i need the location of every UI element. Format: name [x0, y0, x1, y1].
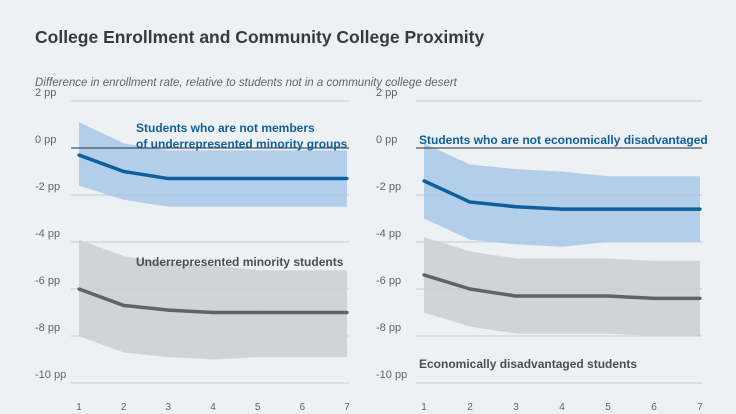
y-tick-label: 0 pp [376, 134, 397, 146]
series-label: Underrepresented minority students [136, 255, 344, 269]
confidence-band-gray [79, 239, 347, 360]
data-point [422, 273, 426, 277]
data-point [468, 200, 472, 204]
data-point [122, 169, 126, 174]
data-point [560, 207, 564, 211]
data-point [77, 287, 81, 291]
data-point [345, 310, 349, 315]
data-point [166, 176, 170, 181]
series-label: Economically disadvantaged students [419, 357, 637, 371]
y-tick-label: -8 pp [35, 322, 60, 334]
data-point [211, 310, 215, 315]
x-tick-label: 2 [121, 402, 127, 413]
data-point [514, 294, 518, 298]
y-tick-label: -2 pp [376, 181, 401, 193]
data-point [422, 179, 426, 183]
x-tick-label: 5 [255, 402, 261, 413]
y-tick-label: -6 pp [35, 275, 60, 287]
y-tick-label: 2 pp [35, 87, 56, 99]
data-point [256, 176, 260, 181]
y-tick-label: -10 pp [35, 369, 66, 381]
x-tick-label: 1 [76, 402, 82, 413]
series-label: Students who are not members [136, 121, 315, 135]
data-point [652, 296, 656, 300]
series-label: of underrepresented minority groups [136, 137, 348, 151]
x-tick-label: 4 [559, 402, 565, 413]
confidence-band-blue [424, 143, 700, 247]
x-tick-label: 6 [651, 402, 657, 413]
y-tick-label: -4 pp [376, 228, 401, 240]
y-tick-label: 0 pp [35, 134, 56, 146]
y-tick-label: -2 pp [35, 181, 60, 193]
x-tick-label: 7 [697, 402, 703, 413]
y-tick-label: -8 pp [376, 322, 401, 334]
data-point [211, 176, 215, 181]
confidence-band-blue [79, 122, 347, 207]
data-point [606, 294, 610, 298]
y-tick-label: -4 pp [35, 228, 60, 240]
data-point [166, 308, 170, 312]
panel-left: 2 pp 0 pp -2 pp -4 pp -6 pp -8 pp -10 pp 1 2 3 4 5 6… [35, 87, 350, 413]
y-tick-label: -10 pp [376, 369, 407, 381]
x-tick-label: 5 [605, 402, 611, 413]
x-tick-label: 3 [166, 402, 172, 413]
confidence-band-gray [424, 237, 700, 336]
data-point [560, 294, 564, 298]
series-label: Students who are not economically disadv… [419, 133, 708, 147]
chart-subtitle: Difference in enrollment rate, relative … [35, 77, 457, 89]
data-point [652, 207, 656, 211]
x-tick-label: 7 [344, 402, 350, 413]
chart-title: College Enrollment and Community College… [35, 27, 485, 47]
x-tick-label: 2 [467, 402, 473, 413]
data-point [606, 207, 610, 211]
data-point [698, 207, 702, 211]
x-tick-label: 6 [300, 402, 306, 413]
x-tick-label: 1 [421, 402, 427, 413]
x-tick-label: 3 [513, 402, 519, 413]
data-point [300, 310, 304, 315]
x-tick-label: 4 [210, 402, 216, 413]
data-point [122, 303, 126, 308]
data-point [345, 176, 349, 181]
data-point [77, 153, 81, 157]
data-point [468, 287, 472, 291]
data-point [300, 176, 304, 181]
data-point [698, 296, 702, 300]
data-point [514, 205, 518, 209]
y-tick-label: -6 pp [376, 275, 401, 287]
data-point [256, 310, 260, 315]
y-tick-label: 2 pp [376, 87, 397, 99]
panel-right: 2 pp 0 pp -2 pp -4 pp -6 pp -8 pp -10 pp 1 2 3 4 5 6… [376, 87, 708, 413]
